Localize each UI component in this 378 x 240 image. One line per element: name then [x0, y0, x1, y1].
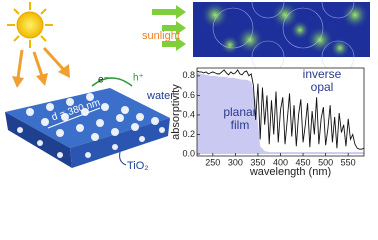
light-rays [12, 46, 70, 88]
field-map [193, 0, 370, 74]
x-tick-label: 450 [296, 157, 311, 167]
material-label: TiO₂ [127, 160, 149, 172]
y-tick-label: 0.4 [182, 109, 195, 119]
hole-label: h⁺ [133, 73, 144, 84]
y-tick-label: 0.6 [182, 90, 195, 100]
charge-path [91, 77, 133, 87]
material-pointer [119, 151, 127, 166]
x-tick-label: 500 [318, 157, 333, 167]
water-label: water [146, 90, 174, 102]
x-tick-label: 550 [341, 157, 356, 167]
inverse-opal-block [5, 88, 170, 168]
chart: 250 300 350 400 450 500 550 0.0 0.2 0.4 0.6 0.8 wave… [170, 67, 365, 178]
area [197, 72, 364, 155]
sunlight-arrows [152, 5, 186, 51]
y-tick-label: 0.8 [182, 70, 195, 80]
legend-label: planar film [223, 105, 256, 132]
sun [7, 2, 53, 48]
electron-label: e⁻ [98, 75, 109, 86]
x-tick-label: 400 [273, 157, 288, 167]
line [196, 69, 365, 150]
y-tick-label: 0.2 [182, 129, 195, 139]
y-tick-label: 0.0 [182, 148, 195, 158]
legend-label: inverse opal [303, 67, 342, 94]
y-axis-label: absorptivity [170, 84, 182, 140]
x-axis-label: wavelength (nm) [249, 166, 331, 178]
x-tick-label: 350 [250, 157, 265, 167]
figure: e⁻ h⁺ water d = 380 nm TiO₂ sunlight 250… [5, 0, 370, 178]
x-tick-label: 250 [205, 157, 220, 167]
spacing-line [47, 107, 101, 129]
sunlight-label: sunlight [142, 30, 180, 42]
x-tick-label: 300 [228, 157, 243, 167]
